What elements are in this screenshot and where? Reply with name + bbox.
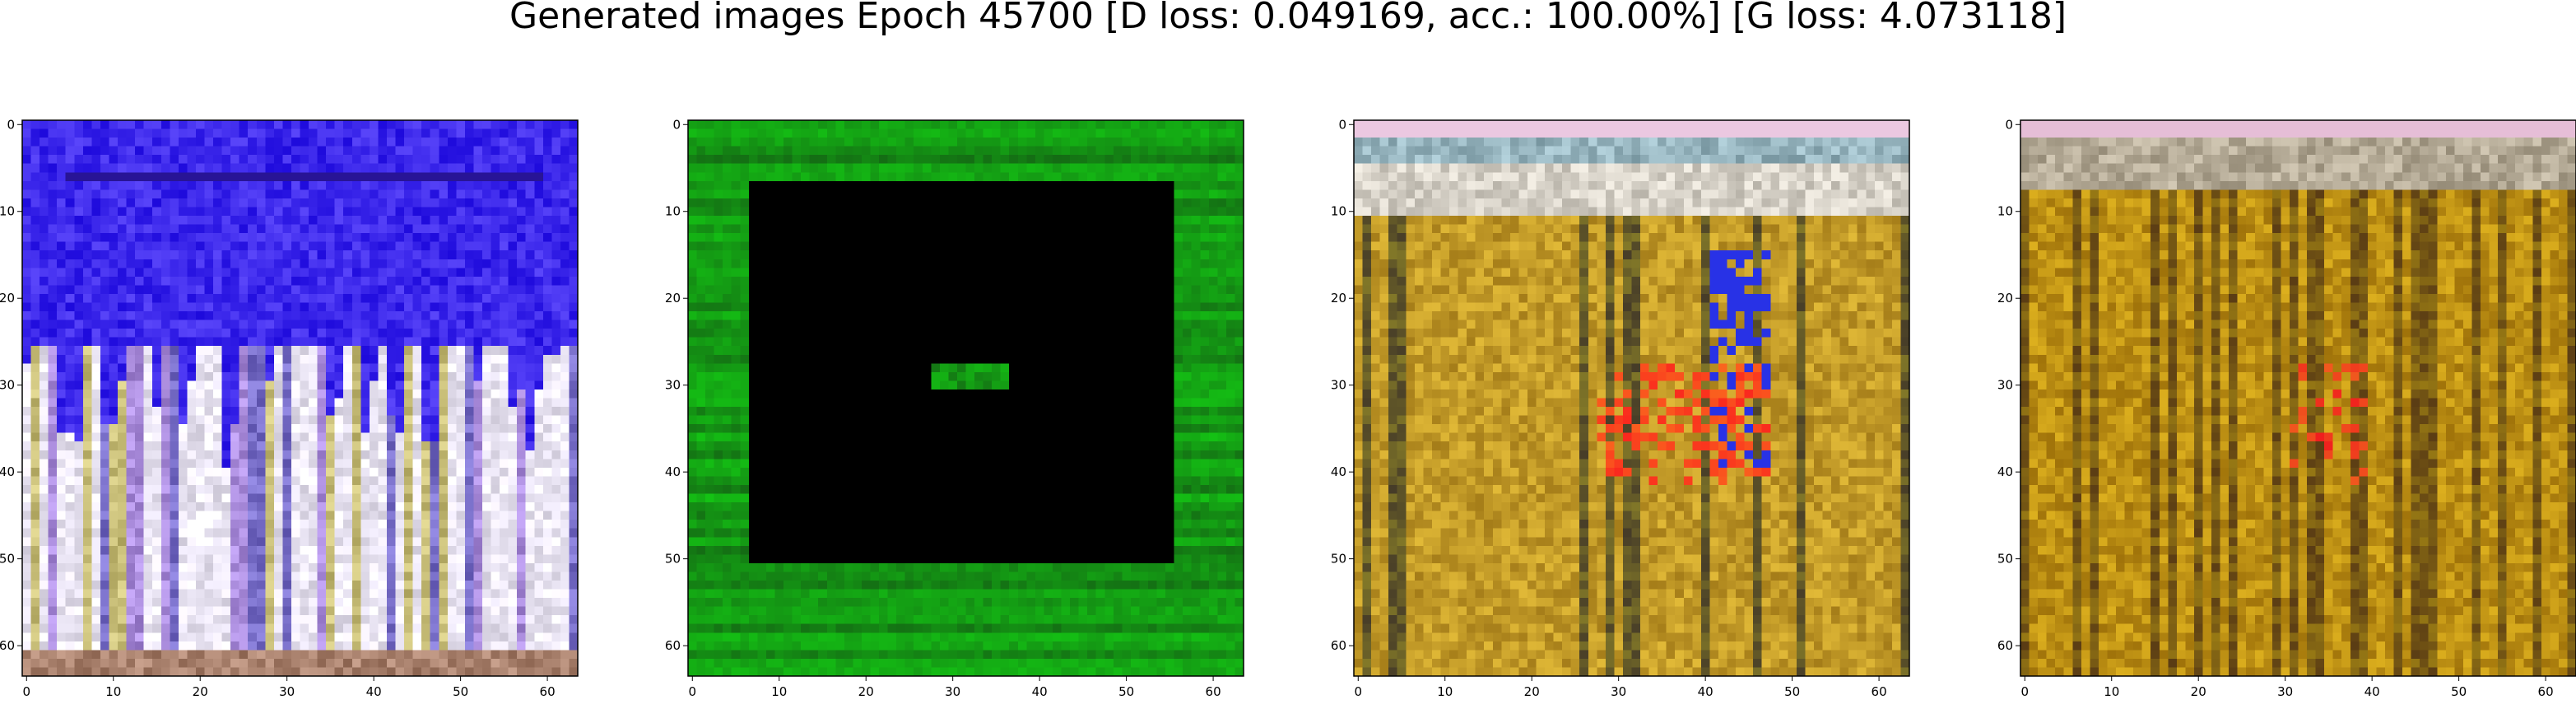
y-tick-label: 10	[1997, 204, 2013, 219]
x-tick-label: 30	[945, 684, 960, 699]
y-tick-label: 50	[0, 552, 15, 567]
y-tick-label: 60	[1997, 638, 2013, 653]
x-tick-label: 10	[2104, 684, 2119, 699]
y-tick-label: 20	[0, 291, 15, 306]
y-tick-label: 60	[1331, 638, 1346, 653]
y-tick-label: 50	[1997, 552, 2013, 567]
y-tick-label: 40	[1331, 464, 1346, 479]
y-tick-label: 30	[1997, 378, 2013, 393]
y-tick-label: 40	[1997, 464, 2013, 479]
x-tick-label: 60	[2538, 684, 2554, 699]
y-tick-label: 20	[1997, 291, 2013, 306]
pixel-image	[22, 120, 578, 676]
figure-title: Generated images Epoch 45700 [D loss: 0.…	[0, 0, 2576, 49]
x-tick-label: 40	[366, 684, 382, 699]
x-tick-label: 50	[2451, 684, 2467, 699]
y-tick-label: 10	[0, 204, 15, 219]
x-tick-label: 0	[23, 684, 31, 699]
x-tick-label: 10	[105, 684, 121, 699]
x-tick-label: 40	[1032, 684, 1048, 699]
y-tick-label: 60	[0, 638, 15, 653]
x-tick-label: 60	[1872, 684, 1887, 699]
y-tick-label: 20	[1331, 291, 1346, 306]
x-tick-label: 40	[2364, 684, 2380, 699]
x-tick-label: 20	[1524, 684, 1540, 699]
x-tick-label: 10	[771, 684, 787, 699]
x-tick-label: 0	[2021, 684, 2030, 699]
x-tick-label: 30	[2277, 684, 2293, 699]
x-tick-label: 60	[1206, 684, 1221, 699]
y-tick-label: 0	[2005, 117, 2013, 132]
x-tick-label: 10	[1437, 684, 1453, 699]
y-tick-label: 30	[665, 378, 681, 393]
y-tick-label: 10	[1331, 204, 1346, 219]
y-tick-label: 50	[665, 552, 681, 567]
x-tick-label: 20	[2191, 684, 2206, 699]
y-tick-label: 0	[7, 117, 15, 132]
pixel-image	[1354, 120, 1909, 676]
x-tick-label: 0	[1355, 684, 1363, 699]
pixel-image	[688, 120, 1244, 676]
y-tick-label: 40	[0, 464, 15, 479]
y-tick-label: 40	[665, 464, 681, 479]
x-tick-label: 60	[540, 684, 556, 699]
x-tick-label: 30	[1611, 684, 1626, 699]
x-tick-label: 20	[858, 684, 874, 699]
x-tick-label: 40	[1698, 684, 1713, 699]
x-tick-label: 50	[453, 684, 468, 699]
y-tick-label: 60	[665, 638, 681, 653]
y-tick-label: 0	[672, 117, 681, 132]
x-tick-label: 30	[279, 684, 295, 699]
y-tick-label: 50	[1331, 552, 1346, 567]
y-tick-label: 30	[1331, 378, 1346, 393]
pixel-image	[2020, 120, 2576, 676]
y-tick-label: 20	[665, 291, 681, 306]
y-tick-label: 0	[1338, 117, 1346, 132]
x-tick-label: 50	[1784, 684, 1800, 699]
x-tick-label: 20	[193, 684, 208, 699]
x-tick-label: 0	[689, 684, 697, 699]
y-tick-label: 10	[665, 204, 681, 219]
y-tick-label: 30	[0, 378, 15, 393]
x-tick-label: 50	[1118, 684, 1134, 699]
